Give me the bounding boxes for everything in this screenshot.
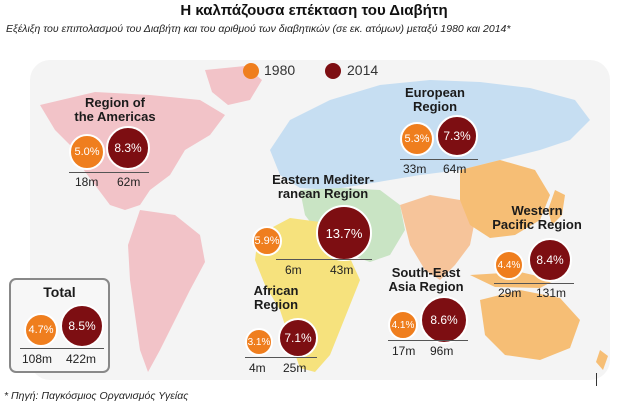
region-europe-title-line2: Region [412,98,458,114]
region-sea-title: South-East Asia Region [376,266,476,293]
western-pacific-2014-circle: 8.4% [528,238,572,282]
region-europe-title-line1: European [405,85,465,100]
sea-landmass [400,195,475,280]
western-pacific-landmass [460,160,550,238]
region-americas-title-line2: the Americas [74,108,156,124]
total-2014-count: 422m [66,352,97,366]
page-subtitle: Εξέλιξη του επιπολασμού του Διαβήτη και … [6,23,511,35]
sea-1980-circle: 4.1% [388,310,418,340]
page-title: Η καλπάζουσα επέκταση του Διαβήτη [180,2,448,19]
eastern-med-2014-count: 43m [330,263,354,277]
african-2014-count: 25m [283,361,307,375]
sea-2014-count: 96m [430,344,454,358]
region-americas-title: Region of the Americas [60,96,170,123]
americas-1980-circle: 5.0% [69,134,105,170]
region-sea-title-line1: South-East [391,265,461,280]
region-eastern-med-title-line2: ranean Region [277,185,369,201]
region-americas-title-line1: Region of [85,95,145,110]
legend-2014-label: 2014 [347,62,379,78]
total-1980-count: 108m [22,352,53,366]
western-pacific-2014-count: 131m [536,286,567,300]
new-zealand [596,350,608,370]
sea-divider [388,340,468,341]
region-african-title-line2: Region [253,296,299,312]
americas-1980-count: 18m [75,175,99,189]
region-western-pacific-title: Western Pacific Region [482,204,592,231]
japan [548,190,565,225]
eastern-med-divider [276,259,372,260]
eastern-med-1980-count: 6m [285,263,302,277]
african-divider [245,357,317,358]
region-eastern-med-title: Eastern Mediter- ranean Region [258,173,388,200]
australia-landmass [480,290,580,360]
region-sea-title-line2: Asia Region [388,278,464,294]
europe-1980-count: 33m [403,162,427,176]
sea-1980-count: 17m [392,344,416,358]
western-pacific-1980-circle: 4.4% [494,250,524,280]
americas-2014-circle: 8.3% [106,126,150,170]
region-western-pacific-title-line1: Western [511,203,563,218]
region-europe-title: European Region [392,86,478,113]
eastern-med-1980-circle: 5.9% [252,226,282,256]
americas-divider [69,172,149,173]
total-title: Total [43,284,76,300]
legend-1980-dot [243,63,259,79]
western-pacific-1980-count: 29m [498,286,522,300]
americas-2014-count: 62m [117,175,141,189]
region-african-title-line1: African [253,283,299,298]
europe-1980-circle: 5.3% [400,122,434,156]
eastern-med-2014-circle: 13.7% [316,205,372,261]
region-eastern-med-title-line1: Eastern Mediter- [272,172,374,187]
african-1980-circle: 3.1% [245,328,273,356]
region-western-pacific-title-line2: Pacific Region [492,216,582,232]
text-cursor [596,373,597,386]
african-2014-circle: 7.1% [278,318,318,358]
legend-1980-label: 1980 [264,62,296,78]
source-note: * Πηγή: Παγκόσμιος Οργανισμός Υγείας [4,390,189,402]
total-2014-circle: 8.5% [60,304,104,348]
europe-2014-count: 64m [443,162,467,176]
legend-2014-dot [325,63,341,79]
europe-divider [400,159,478,160]
region-african-title: African Region [240,284,312,311]
europe-2014-circle: 7.3% [436,115,478,157]
western-pacific-divider [494,283,574,284]
total-1980-circle: 4.7% [24,313,58,347]
south-america [128,210,205,372]
total-divider [20,348,104,349]
indonesia [470,272,555,288]
african-1980-count: 4m [249,361,266,375]
sea-2014-circle: 8.6% [420,296,468,344]
